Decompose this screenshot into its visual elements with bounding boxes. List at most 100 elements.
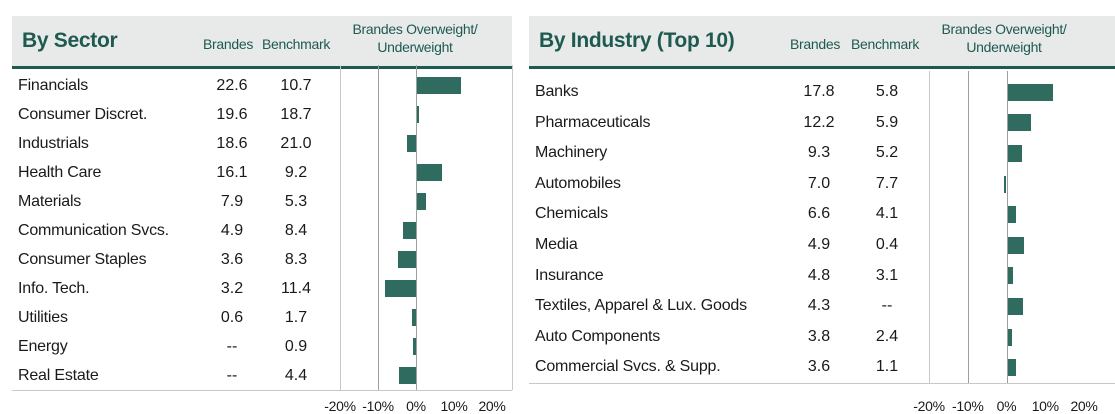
industry-row-benchmark: 0.4 [875, 236, 899, 253]
industry-row: Automobiles 7.0 7.7 [529, 169, 1115, 199]
sector-row-label: Info. Tech. [18, 280, 90, 297]
sector-bar [416, 77, 462, 94]
sector-row: Materials 7.9 5.3 [12, 187, 512, 217]
industry-bar [1003, 175, 1007, 193]
industry-row-benchmark: -- [881, 297, 893, 315]
sector-row-brandes: -- [226, 338, 238, 355]
sector-col-benchmark: Benchmark [261, 36, 331, 52]
industry-x-tick: 10% [1031, 398, 1059, 414]
industry-gridline [1006, 71, 1008, 383]
industry-row-brandes: 9.3 [807, 144, 831, 162]
industry-row-label: Insurance [535, 266, 604, 284]
sector-bar [416, 164, 443, 181]
sector-row-brandes: 0.6 [220, 309, 244, 326]
industry-row-brandes: 7.0 [807, 174, 831, 192]
industry-x-tick: 20% [1070, 398, 1098, 414]
sector-bar [384, 280, 416, 297]
industry-row: Pharmaceuticals 12.2 5.9 [529, 108, 1115, 138]
sector-row-brandes: 4.9 [220, 222, 244, 239]
industry-row-label: Chemicals [535, 205, 608, 223]
sector-row: Real Estate -- 4.4 [12, 361, 512, 391]
industry-bottom-rule [529, 383, 1115, 384]
sector-row-brandes: 18.6 [216, 135, 248, 152]
industry-row-label: Pharmaceuticals [535, 113, 651, 131]
sector-row-brandes: 7.9 [220, 193, 244, 210]
sector-row-brandes: 3.2 [220, 280, 244, 297]
industry-x-tick: -20% [913, 398, 945, 414]
industry-bar [1006, 114, 1031, 132]
industry-row-benchmark: 5.9 [875, 113, 899, 131]
industry-header-rule [529, 66, 1115, 69]
sector-row-benchmark: 10.7 [280, 77, 312, 94]
sector-right-border [512, 65, 513, 390]
sector-row: Consumer Discret. 19.6 18.7 [12, 100, 512, 130]
industry-row-brandes: 3.6 [807, 358, 831, 376]
sector-row-label: Materials [18, 193, 82, 210]
sector-bar [402, 222, 416, 239]
industry-x-tick: -10% [952, 398, 984, 414]
sector-gridline [340, 65, 341, 390]
industry-row-brandes: 4.3 [807, 297, 831, 315]
industry-row-benchmark: 2.4 [875, 327, 899, 345]
sector-col-overweight: Brandes Overweight/ Underweight [352, 21, 478, 55]
sector-row-benchmark: 18.7 [280, 106, 312, 123]
sector-row-brandes: 16.1 [216, 164, 248, 181]
sector-row-brandes: 22.6 [216, 77, 248, 94]
industry-row-brandes: 17.8 [803, 83, 835, 100]
industry-bar [1006, 267, 1014, 285]
sector-row-label: Industrials [18, 135, 89, 152]
industry-title: By Industry (Top 10) [539, 29, 735, 52]
sector-row-benchmark: 8.3 [284, 251, 308, 268]
industry-bar [1006, 328, 1012, 346]
sector-header: By Sector Brandes Benchmark Brandes Over… [12, 16, 512, 66]
industry-row-benchmark: 1.1 [875, 358, 899, 376]
sector-col-brandes: Brandes [202, 36, 254, 52]
sector-row-label: Energy [18, 338, 68, 355]
sector-row-benchmark: 4.4 [284, 367, 308, 384]
industry-col-benchmark: Benchmark [850, 36, 920, 52]
sector-row: Consumer Staples 3.6 8.3 [12, 245, 512, 275]
industry-row-benchmark: 4.1 [875, 205, 899, 223]
industry-row-brandes: 4.8 [807, 266, 831, 284]
sector-bar [416, 193, 426, 210]
sector-panel: By Sector Brandes Benchmark Brandes Over… [12, 16, 513, 414]
sector-bar [411, 309, 416, 326]
sector-row-benchmark: 8.4 [284, 222, 308, 239]
industry-bar [1006, 236, 1024, 254]
industry-row-benchmark: 3.1 [875, 266, 899, 284]
sector-row-label: Consumer Discret. [18, 106, 148, 123]
sector-row-label: Financials [18, 77, 89, 94]
industry-col-brandes: Brandes [789, 36, 841, 52]
sector-row: Utilities 0.6 1.7 [12, 303, 512, 333]
sector-bottom-rule [12, 390, 512, 391]
sector-row-label: Communication Svcs. [18, 222, 169, 239]
sector-row-brandes: 19.6 [216, 106, 248, 123]
sector-bar [399, 367, 416, 384]
industry-row-label: Automobiles [535, 174, 621, 192]
industry-bar [1006, 359, 1017, 377]
industry-row-label: Commercial Svcs. & Supp. [535, 358, 721, 376]
sector-row: Industrials 18.6 21.0 [12, 129, 512, 159]
sector-row-benchmark: 9.2 [284, 164, 308, 181]
sector-row: Financials 22.6 10.7 [12, 71, 512, 101]
sector-row-label: Consumer Staples [18, 251, 147, 268]
industry-bar [1006, 83, 1053, 101]
sector-header-rule [12, 66, 512, 69]
sector-row-label: Real Estate [18, 367, 99, 384]
sector-row: Energy -- 0.9 [12, 332, 512, 362]
industry-row: Insurance 4.8 3.1 [529, 261, 1115, 291]
sector-row: Communication Svcs. 4.9 8.4 [12, 216, 512, 246]
sector-bar [406, 135, 416, 152]
sector-gridline [416, 65, 417, 390]
industry-bar [1006, 145, 1023, 162]
sector-row-label: Utilities [18, 309, 68, 326]
sector-x-tick: -10% [362, 398, 394, 414]
sector-row-label: Health Care [18, 164, 102, 181]
industry-row: Chemicals 6.6 4.1 [529, 199, 1115, 229]
industry-col-overweight: Brandes Overweight/ Underweight [941, 21, 1067, 55]
sector-bar [416, 106, 420, 123]
industry-row-label: Machinery [535, 144, 608, 162]
industry-row: Banks 17.8 5.8 [529, 77, 1115, 107]
industry-row: Machinery 9.3 5.2 [529, 138, 1115, 168]
industry-row-brandes: 3.8 [807, 327, 831, 345]
